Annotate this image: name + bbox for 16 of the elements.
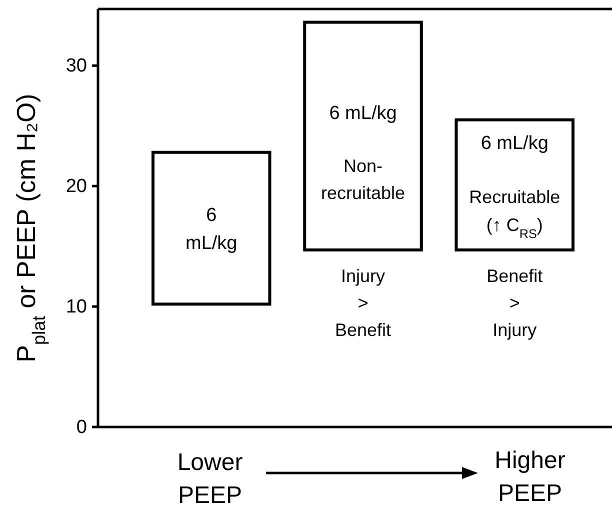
bar — [454, 118, 574, 252]
annotation: Non- recruitable — [320, 156, 406, 203]
annotation: 6 mL/kg — [480, 133, 548, 154]
annotation: 6 mL/kg — [186, 205, 238, 254]
text: Higher PEEP — [494, 447, 566, 507]
bar — [303, 20, 423, 252]
annotation: Recruitable (↑ C$_{RS}$) — [469, 187, 560, 241]
y-tick-label: 30 — [66, 56, 87, 77]
annotation: Injury > Benefit — [334, 266, 392, 340]
annotation: Benefit > Injury — [486, 266, 543, 340]
y-tick-label: 20 — [66, 176, 87, 198]
y-tick-label: 0 — [76, 417, 87, 438]
text: Lower PEEP — [177, 449, 243, 508]
y-tick-label: 10 — [66, 296, 87, 318]
annotation: 6 mL/kg — [329, 103, 397, 124]
bar — [152, 150, 272, 306]
